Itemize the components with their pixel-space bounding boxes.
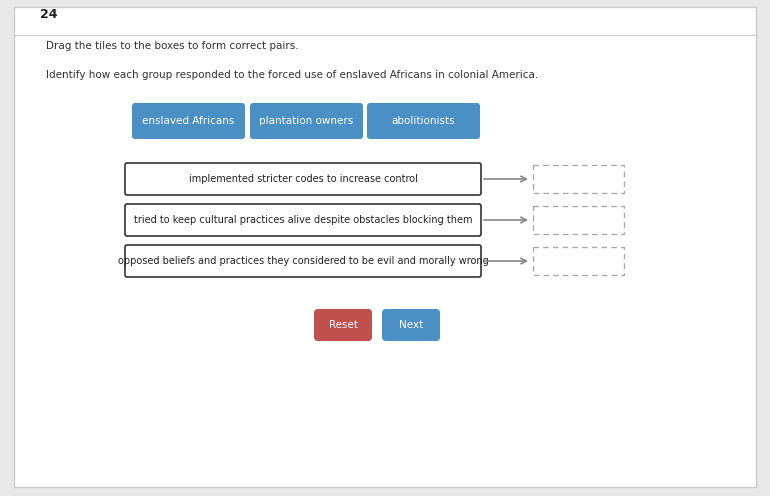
FancyBboxPatch shape (382, 309, 440, 341)
FancyBboxPatch shape (125, 204, 481, 236)
FancyBboxPatch shape (14, 7, 756, 487)
FancyBboxPatch shape (125, 163, 481, 195)
Text: Drag the tiles to the boxes to form correct pairs.: Drag the tiles to the boxes to form corr… (46, 41, 299, 51)
Text: abolitionists: abolitionists (392, 116, 455, 126)
FancyBboxPatch shape (367, 103, 480, 139)
FancyBboxPatch shape (125, 245, 481, 277)
Text: Reset: Reset (329, 320, 357, 330)
Text: Next: Next (399, 320, 424, 330)
FancyBboxPatch shape (533, 247, 624, 275)
Text: 24: 24 (40, 7, 58, 20)
Text: enslaved Africans: enslaved Africans (142, 116, 235, 126)
FancyBboxPatch shape (533, 206, 624, 234)
FancyBboxPatch shape (132, 103, 245, 139)
Text: implemented stricter codes to increase control: implemented stricter codes to increase c… (189, 174, 417, 184)
FancyBboxPatch shape (533, 165, 624, 193)
Text: plantation owners: plantation owners (259, 116, 353, 126)
Text: opposed beliefs and practices they considered to be evil and morally wrong: opposed beliefs and practices they consi… (118, 256, 488, 266)
Text: tried to keep cultural practices alive despite obstacles blocking them: tried to keep cultural practices alive d… (134, 215, 472, 225)
Text: Identify how each group responded to the forced use of enslaved Africans in colo: Identify how each group responded to the… (46, 70, 538, 80)
FancyBboxPatch shape (314, 309, 372, 341)
FancyBboxPatch shape (250, 103, 363, 139)
